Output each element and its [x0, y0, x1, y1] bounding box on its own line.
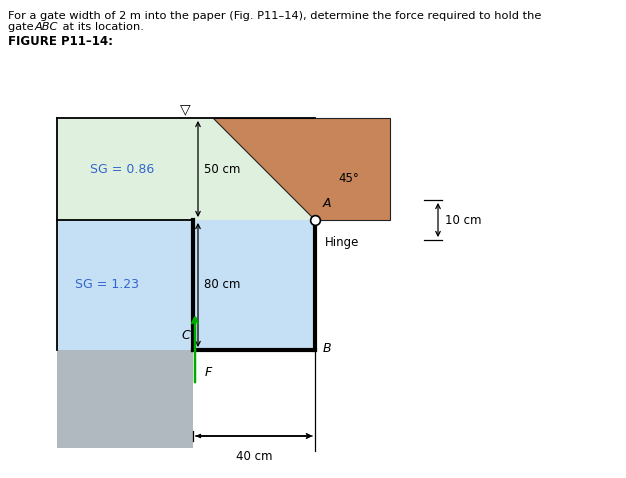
- Text: FIGURE P11–14:: FIGURE P11–14:: [8, 35, 113, 48]
- Text: C: C: [182, 329, 190, 342]
- Text: gate: gate: [8, 22, 38, 32]
- Text: Hinge: Hinge: [325, 236, 359, 249]
- Text: SG = 0.86: SG = 0.86: [90, 163, 154, 175]
- Text: at its location.: at its location.: [59, 22, 144, 32]
- Polygon shape: [213, 118, 390, 220]
- Polygon shape: [57, 118, 315, 220]
- Text: For a gate width of 2 m into the paper (Fig. P11–14), determine the force requir: For a gate width of 2 m into the paper (…: [8, 11, 541, 21]
- Text: A: A: [323, 197, 332, 210]
- Text: 10 cm: 10 cm: [445, 214, 481, 227]
- Text: ABC: ABC: [34, 22, 58, 32]
- Polygon shape: [57, 350, 193, 448]
- Text: 80 cm: 80 cm: [204, 279, 240, 292]
- Text: B: B: [323, 341, 332, 355]
- Text: 40 cm: 40 cm: [236, 450, 272, 463]
- Text: F: F: [205, 366, 212, 379]
- Text: SG = 1.23: SG = 1.23: [75, 279, 139, 292]
- Text: 45°: 45°: [338, 172, 359, 185]
- Polygon shape: [57, 220, 315, 350]
- Text: ▽: ▽: [180, 102, 190, 116]
- Text: 50 cm: 50 cm: [204, 163, 240, 175]
